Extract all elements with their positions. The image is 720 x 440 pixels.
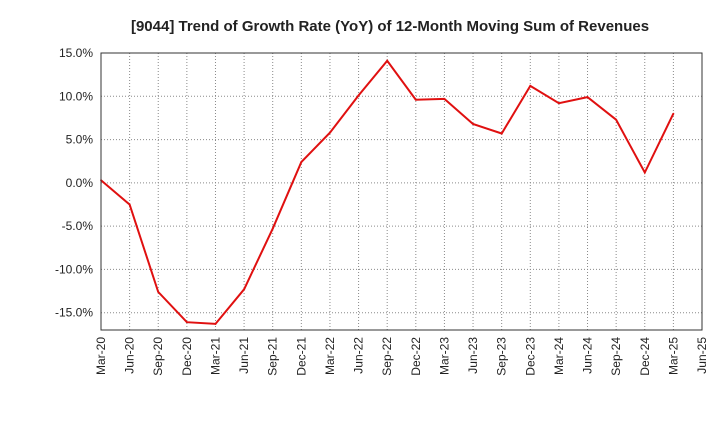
y-tick-label: -10.0% — [55, 262, 93, 276]
y-tick-label: -15.0% — [55, 306, 93, 320]
gridlines — [101, 52, 702, 330]
data-point — [558, 102, 560, 105]
y-tick-label: -5.0% — [62, 219, 94, 233]
x-tick-label: Dec-20 — [180, 337, 194, 376]
x-tick-label: Sep-22 — [380, 337, 394, 376]
x-tick-label: Jun-20 — [123, 337, 137, 374]
x-tick-label: Jun-25 — [695, 337, 709, 374]
x-tick-label: Dec-24 — [638, 337, 652, 376]
x-tick-label: Dec-23 — [523, 337, 537, 376]
x-tick-label: Mar-21 — [208, 337, 222, 375]
y-tick-label: 0.0% — [66, 176, 94, 190]
x-tick-label: Jun-22 — [352, 337, 366, 374]
x-tick-label: Sep-20 — [151, 337, 165, 376]
chart-title: [9044] Trend of Growth Rate (YoY) of 12-… — [131, 18, 649, 35]
data-point — [414, 98, 417, 101]
x-tick-label: Mar-22 — [323, 337, 337, 375]
axes — [100, 52, 703, 331]
data-point — [128, 203, 131, 206]
x-tick-label: Mar-25 — [666, 337, 680, 375]
x-tick-label: Jun-21 — [237, 337, 251, 374]
data-point — [271, 227, 274, 230]
data-point — [243, 288, 245, 291]
data-point — [615, 118, 618, 121]
y-tick-label: 15.0% — [59, 46, 93, 60]
data-point — [185, 321, 188, 324]
x-tick-label: Mar-24 — [552, 337, 566, 375]
data-point — [472, 123, 474, 125]
data-point — [500, 132, 503, 135]
data-point — [529, 84, 532, 87]
data-point — [329, 131, 331, 134]
data-point — [443, 97, 446, 100]
y-tick-labels: 15.0% 10.0% 5.0% 0.0% -5.0% -10.0% -15.0% — [55, 46, 93, 320]
x-tick-label: Mar-20 — [94, 337, 108, 375]
data-point — [300, 161, 303, 163]
data-point — [643, 171, 646, 174]
data-point — [386, 59, 389, 62]
data-point — [672, 112, 675, 115]
x-tick-label: Sep-24 — [609, 337, 623, 376]
x-tick-label: Dec-22 — [409, 337, 423, 376]
x-tick-labels: Mar-20 Jun-20 Sep-20 Dec-20 Mar-21 Jun-21 Sep-… — [94, 337, 709, 376]
x-tick-label: Dec-21 — [294, 337, 308, 376]
x-tick-label: Jun-24 — [581, 337, 595, 374]
x-tick-label: Sep-23 — [495, 337, 509, 376]
data-point — [357, 94, 360, 97]
x-tick-label: Sep-21 — [266, 337, 280, 376]
y-tick-label: 10.0% — [59, 89, 93, 103]
x-tick-label: Jun-23 — [466, 337, 480, 374]
data-series — [100, 59, 675, 325]
data-point — [157, 291, 160, 293]
data-point — [214, 323, 217, 325]
plot-frame — [100, 52, 703, 331]
x-tick-label: Mar-23 — [437, 337, 451, 375]
data-point — [586, 96, 589, 99]
y-tick-label: 5.0% — [66, 133, 94, 147]
